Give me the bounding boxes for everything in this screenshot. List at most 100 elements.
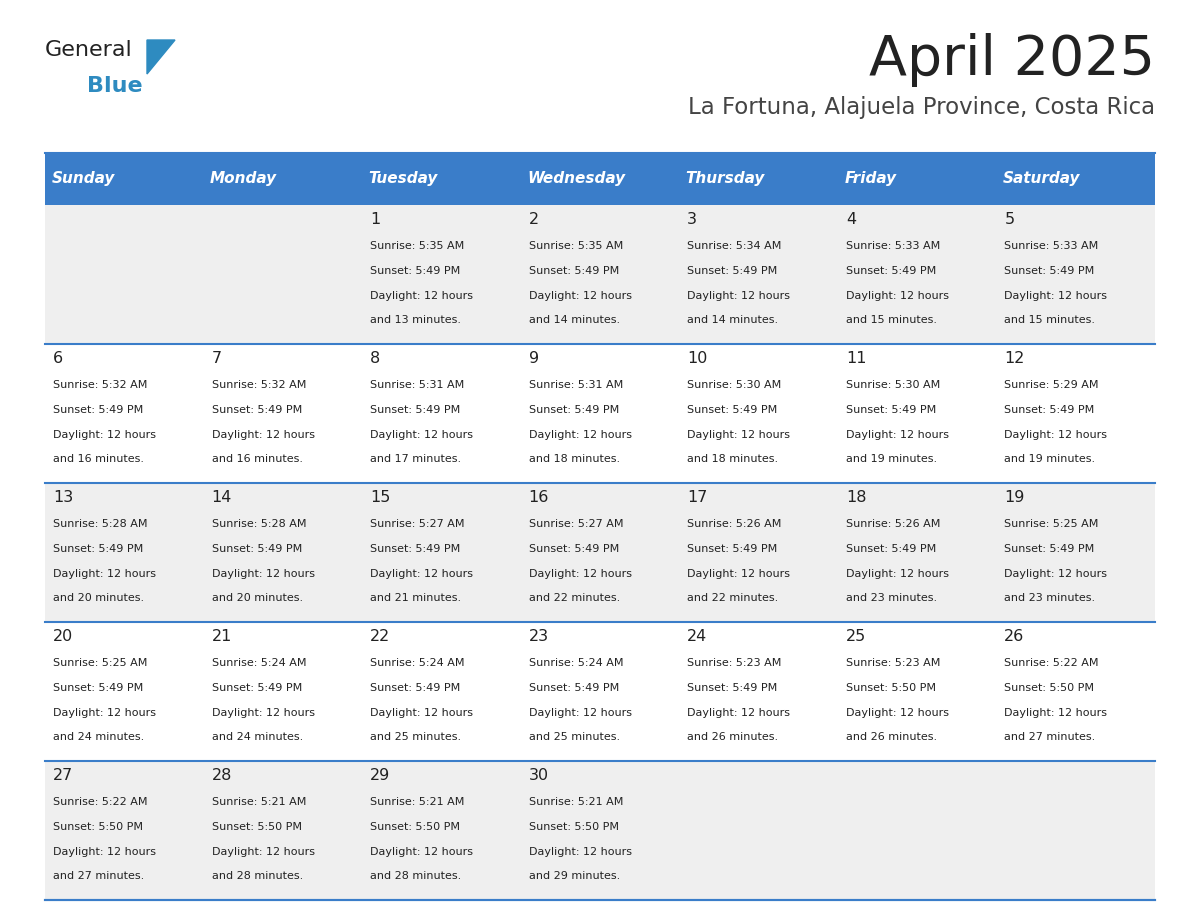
Bar (45, 761, 203, 900)
Text: Sunrise: 5:35 AM: Sunrise: 5:35 AM (371, 241, 465, 252)
Text: Sunset: 5:49 PM: Sunset: 5:49 PM (211, 683, 302, 693)
Text: and 29 minutes.: and 29 minutes. (529, 871, 620, 880)
Text: Wednesday: Wednesday (527, 172, 625, 186)
Text: Sunset: 5:49 PM: Sunset: 5:49 PM (1004, 266, 1094, 276)
Text: and 14 minutes.: and 14 minutes. (687, 315, 778, 325)
Bar (362, 153, 520, 205)
Text: Daylight: 12 hours: Daylight: 12 hours (53, 431, 156, 440)
Text: and 28 minutes.: and 28 minutes. (211, 871, 303, 880)
Text: and 22 minutes.: and 22 minutes. (529, 593, 620, 603)
Text: 19: 19 (1004, 490, 1025, 505)
Text: and 23 minutes.: and 23 minutes. (1004, 593, 1095, 603)
Text: and 16 minutes.: and 16 minutes. (211, 453, 303, 464)
Text: and 13 minutes.: and 13 minutes. (371, 315, 461, 325)
Text: and 27 minutes.: and 27 minutes. (53, 871, 144, 880)
Text: 4: 4 (846, 212, 855, 227)
Text: 2: 2 (529, 212, 539, 227)
Text: Sunrise: 5:33 AM: Sunrise: 5:33 AM (1004, 241, 1099, 252)
Bar (362, 344, 520, 483)
Text: 18: 18 (846, 490, 866, 505)
Text: Saturday: Saturday (1003, 172, 1080, 186)
Text: Daylight: 12 hours: Daylight: 12 hours (211, 431, 315, 440)
Bar (362, 622, 520, 761)
Text: Sunrise: 5:32 AM: Sunrise: 5:32 AM (211, 380, 305, 390)
Text: Sunrise: 5:23 AM: Sunrise: 5:23 AM (846, 658, 940, 668)
Text: Sunset: 5:50 PM: Sunset: 5:50 PM (846, 683, 936, 693)
Text: Sunrise: 5:27 AM: Sunrise: 5:27 AM (529, 520, 624, 529)
Text: Sunset: 5:49 PM: Sunset: 5:49 PM (846, 544, 936, 554)
Text: Sunset: 5:49 PM: Sunset: 5:49 PM (529, 683, 619, 693)
Text: Daylight: 12 hours: Daylight: 12 hours (53, 847, 156, 857)
Text: Sunset: 5:49 PM: Sunset: 5:49 PM (846, 266, 936, 276)
Bar (520, 205, 680, 344)
Text: and 18 minutes.: and 18 minutes. (529, 453, 620, 464)
Text: Sunrise: 5:21 AM: Sunrise: 5:21 AM (529, 797, 623, 807)
Text: 23: 23 (529, 629, 549, 644)
Text: Sunrise: 5:32 AM: Sunrise: 5:32 AM (53, 380, 147, 390)
Text: Daylight: 12 hours: Daylight: 12 hours (529, 708, 632, 718)
Text: 15: 15 (371, 490, 391, 505)
Text: 7: 7 (211, 351, 222, 366)
Text: Sunrise: 5:35 AM: Sunrise: 5:35 AM (529, 241, 623, 252)
Text: Daylight: 12 hours: Daylight: 12 hours (371, 291, 473, 301)
Text: Sunset: 5:49 PM: Sunset: 5:49 PM (687, 683, 777, 693)
Bar (203, 344, 362, 483)
Bar (838, 761, 997, 900)
Text: Friday: Friday (845, 172, 896, 186)
Text: and 24 minutes.: and 24 minutes. (211, 732, 303, 742)
Bar (203, 483, 362, 622)
Text: and 20 minutes.: and 20 minutes. (53, 593, 144, 603)
Text: Sunrise: 5:31 AM: Sunrise: 5:31 AM (371, 380, 465, 390)
Bar (838, 483, 997, 622)
Text: Sunset: 5:49 PM: Sunset: 5:49 PM (687, 405, 777, 415)
Text: Sunset: 5:49 PM: Sunset: 5:49 PM (687, 544, 777, 554)
Bar (45, 205, 203, 344)
Text: Sunset: 5:49 PM: Sunset: 5:49 PM (1004, 405, 1094, 415)
Bar (362, 205, 520, 344)
Text: 21: 21 (211, 629, 232, 644)
Text: and 15 minutes.: and 15 minutes. (1004, 315, 1095, 325)
Bar (997, 622, 1155, 761)
Bar (997, 344, 1155, 483)
Bar (680, 622, 838, 761)
Text: Daylight: 12 hours: Daylight: 12 hours (1004, 708, 1107, 718)
Text: 6: 6 (53, 351, 63, 366)
Bar (997, 153, 1155, 205)
Text: and 24 minutes.: and 24 minutes. (53, 732, 144, 742)
Text: 22: 22 (371, 629, 391, 644)
Bar (838, 344, 997, 483)
Text: 24: 24 (687, 629, 708, 644)
Text: Sunset: 5:49 PM: Sunset: 5:49 PM (529, 266, 619, 276)
Text: Sunset: 5:49 PM: Sunset: 5:49 PM (529, 405, 619, 415)
Text: Sunset: 5:49 PM: Sunset: 5:49 PM (371, 405, 460, 415)
Text: Sunrise: 5:23 AM: Sunrise: 5:23 AM (687, 658, 782, 668)
Text: La Fortuna, Alajuela Province, Costa Rica: La Fortuna, Alajuela Province, Costa Ric… (688, 96, 1155, 119)
Text: Daylight: 12 hours: Daylight: 12 hours (371, 708, 473, 718)
Text: Sunrise: 5:30 AM: Sunrise: 5:30 AM (846, 380, 940, 390)
Text: 8: 8 (371, 351, 380, 366)
Bar (838, 205, 997, 344)
Text: Sunrise: 5:22 AM: Sunrise: 5:22 AM (53, 797, 147, 807)
Bar (680, 344, 838, 483)
Bar (680, 153, 838, 205)
Text: Daylight: 12 hours: Daylight: 12 hours (371, 569, 473, 579)
Text: Sunrise: 5:25 AM: Sunrise: 5:25 AM (53, 658, 147, 668)
Text: 11: 11 (846, 351, 866, 366)
Text: and 25 minutes.: and 25 minutes. (371, 732, 461, 742)
Bar (520, 344, 680, 483)
Text: Sunrise: 5:26 AM: Sunrise: 5:26 AM (846, 520, 940, 529)
Text: Monday: Monday (210, 172, 277, 186)
Text: Daylight: 12 hours: Daylight: 12 hours (529, 291, 632, 301)
Text: Daylight: 12 hours: Daylight: 12 hours (529, 431, 632, 440)
Bar (520, 483, 680, 622)
Text: Sunrise: 5:28 AM: Sunrise: 5:28 AM (211, 520, 307, 529)
Text: Daylight: 12 hours: Daylight: 12 hours (687, 708, 790, 718)
Text: Sunset: 5:50 PM: Sunset: 5:50 PM (211, 823, 302, 832)
Text: General: General (45, 40, 133, 60)
Text: Daylight: 12 hours: Daylight: 12 hours (687, 291, 790, 301)
Text: Sunset: 5:50 PM: Sunset: 5:50 PM (529, 823, 619, 832)
Text: Sunset: 5:50 PM: Sunset: 5:50 PM (1004, 683, 1094, 693)
Bar (203, 205, 362, 344)
Text: 5: 5 (1004, 212, 1015, 227)
Text: Daylight: 12 hours: Daylight: 12 hours (687, 431, 790, 440)
